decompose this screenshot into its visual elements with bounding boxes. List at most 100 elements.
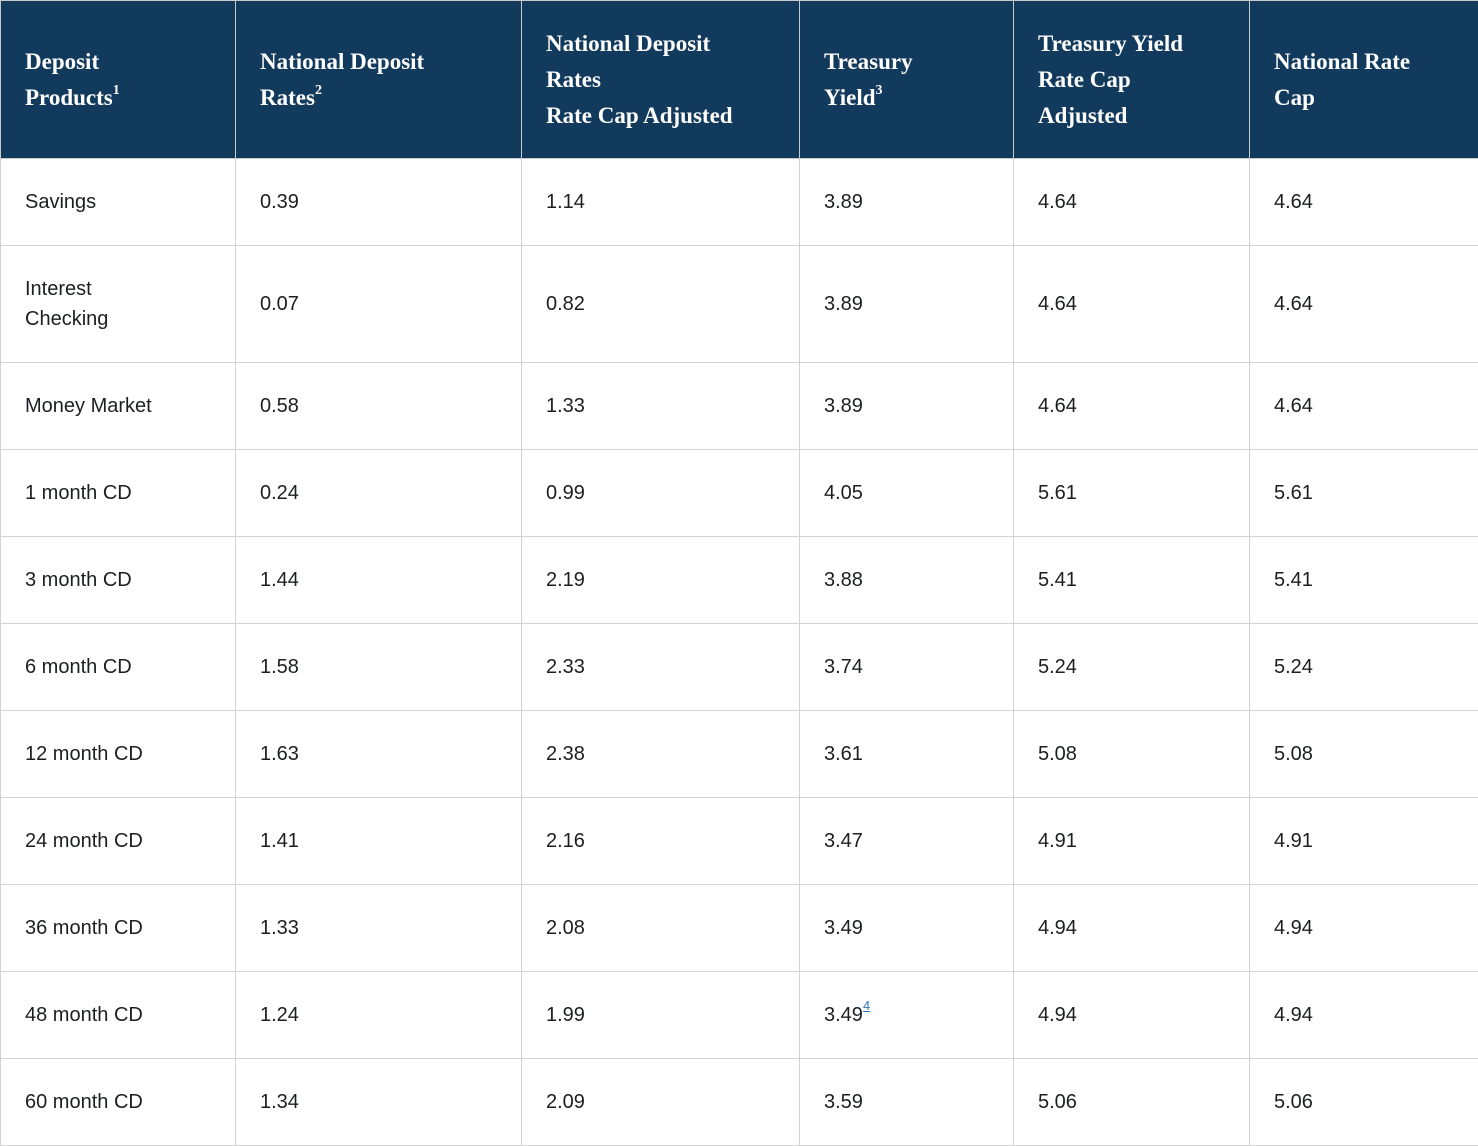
cell-national_rate_cap: 5.06	[1250, 1059, 1478, 1146]
cell-treasury_yield: 3.61	[800, 711, 1014, 798]
product-name: 24 month CD	[25, 826, 143, 856]
cell-product: Money Market	[1, 363, 236, 450]
footnote-marker: 2	[315, 83, 322, 98]
product-name: 48 month CD	[25, 1000, 143, 1030]
cell-product: 48 month CD	[1, 972, 236, 1059]
cell-treasury_yield: 3.59	[800, 1059, 1014, 1146]
rate-value: 1.33	[260, 917, 299, 939]
rate-value: 1.99	[546, 1004, 585, 1026]
cell-national_deposit_rate: 1.63	[236, 711, 522, 798]
rate-value: 3.59	[824, 1091, 863, 1113]
column-label: National Deposit Rates	[260, 49, 424, 110]
cell-national_rate_cap: 5.08	[1250, 711, 1478, 798]
product-name: 1 month CD	[25, 478, 132, 508]
header-row: Deposit Products1 National Deposit Rates2…	[1, 1, 1478, 159]
cell-national_deposit_rate_cap_adjusted: 2.16	[522, 798, 800, 885]
rate-value: 2.16	[546, 830, 585, 852]
cell-national_deposit_rate: 0.24	[236, 450, 522, 537]
product-name: 3 month CD	[25, 565, 132, 595]
rate-value: 2.08	[546, 917, 585, 939]
cell-treasury_yield: 3.89	[800, 363, 1014, 450]
cell-treasury_yield: 3.89	[800, 246, 1014, 363]
rate-value: 3.47	[824, 830, 863, 852]
cell-treasury_yield_rate_cap_adjusted: 5.41	[1014, 537, 1250, 624]
rate-value: 5.06	[1038, 1091, 1077, 1113]
rate-value: 2.38	[546, 743, 585, 765]
column-label-line2: Rate Cap Adjusted	[546, 98, 751, 134]
rate-value: 0.24	[260, 482, 299, 504]
column-label: Deposit Products	[25, 49, 113, 110]
rate-value: 0.99	[546, 482, 585, 504]
cell-national_deposit_rate_cap_adjusted: 1.14	[522, 159, 800, 246]
rate-value: 5.24	[1274, 656, 1313, 678]
cell-treasury_yield_rate_cap_adjusted: 4.91	[1014, 798, 1250, 885]
rate-value: 4.91	[1274, 830, 1313, 852]
rate-value: 0.58	[260, 395, 299, 417]
cell-national_deposit_rate: 1.34	[236, 1059, 522, 1146]
cell-national_deposit_rate: 1.24	[236, 972, 522, 1059]
rate-value: 3.74	[824, 656, 863, 678]
rate-value: 4.91	[1038, 830, 1077, 852]
cell-treasury_yield_rate_cap_adjusted: 5.08	[1014, 711, 1250, 798]
rate-value: 1.14	[546, 191, 585, 213]
cell-national_deposit_rate_cap_adjusted: 2.19	[522, 537, 800, 624]
rate-value: 4.64	[1274, 191, 1313, 213]
cell-product: 6 month CD	[1, 624, 236, 711]
rate-value: 3.89	[824, 395, 863, 417]
rate-value: 5.06	[1274, 1091, 1313, 1113]
rate-value: 1.24	[260, 1004, 299, 1026]
rate-value: 2.33	[546, 656, 585, 678]
cell-treasury_yield: 3.89	[800, 159, 1014, 246]
cell-product: Interest Checking	[1, 246, 236, 363]
cell-treasury_yield: 3.494	[800, 972, 1014, 1059]
column-header-treasury_yield: Treasury Yield3	[800, 1, 1014, 159]
column-header-national_deposit_rate: National Deposit Rates2	[236, 1, 522, 159]
rate-value: 4.64	[1038, 293, 1077, 315]
cell-treasury_yield_rate_cap_adjusted: 5.61	[1014, 450, 1250, 537]
cell-national_rate_cap: 4.64	[1250, 159, 1478, 246]
rate-value: 4.64	[1274, 395, 1313, 417]
rate-value: 1.63	[260, 743, 299, 765]
rate-value: 5.61	[1274, 482, 1313, 504]
cell-national_deposit_rate_cap_adjusted: 2.38	[522, 711, 800, 798]
table-row: 1 month CD 0.24 0.99 4.05 5.61 5.61	[1, 450, 1478, 537]
rate-value: 3.89	[824, 191, 863, 213]
rate-value: 1.44	[260, 569, 299, 591]
product-name: 12 month CD	[25, 739, 143, 769]
table-row: 12 month CD 1.63 2.38 3.61 5.08 5.08	[1, 711, 1478, 798]
cell-national_rate_cap: 4.94	[1250, 885, 1478, 972]
column-label: Treasury Yield	[824, 49, 913, 110]
rate-value: 4.64	[1274, 293, 1313, 315]
cell-treasury_yield_rate_cap_adjusted: 5.06	[1014, 1059, 1250, 1146]
cell-treasury_yield: 4.05	[800, 450, 1014, 537]
rate-value: 3.61	[824, 743, 863, 765]
cell-treasury_yield: 3.47	[800, 798, 1014, 885]
rate-value: 4.64	[1038, 395, 1077, 417]
product-name: 6 month CD	[25, 652, 132, 682]
cell-national_deposit_rate: 1.33	[236, 885, 522, 972]
footnote-4-link[interactable]: 4	[863, 998, 870, 1013]
cell-national_deposit_rate_cap_adjusted: 2.08	[522, 885, 800, 972]
rate-value: 1.58	[260, 656, 299, 678]
rate-value: 5.61	[1038, 482, 1077, 504]
cell-treasury_yield: 3.88	[800, 537, 1014, 624]
rate-value: 5.08	[1038, 743, 1077, 765]
column-label: National Rate Cap	[1274, 49, 1410, 110]
cell-national_deposit_rate: 1.41	[236, 798, 522, 885]
cell-product: 1 month CD	[1, 450, 236, 537]
rate-value: 3.49	[824, 1004, 863, 1026]
rate-value: 3.89	[824, 293, 863, 315]
cell-treasury_yield_rate_cap_adjusted: 5.24	[1014, 624, 1250, 711]
cell-product: 3 month CD	[1, 537, 236, 624]
rate-value: 4.05	[824, 482, 863, 504]
footnote-marker: 1	[113, 83, 120, 98]
cell-treasury_yield_rate_cap_adjusted: 4.94	[1014, 885, 1250, 972]
cell-national_deposit_rate: 1.58	[236, 624, 522, 711]
